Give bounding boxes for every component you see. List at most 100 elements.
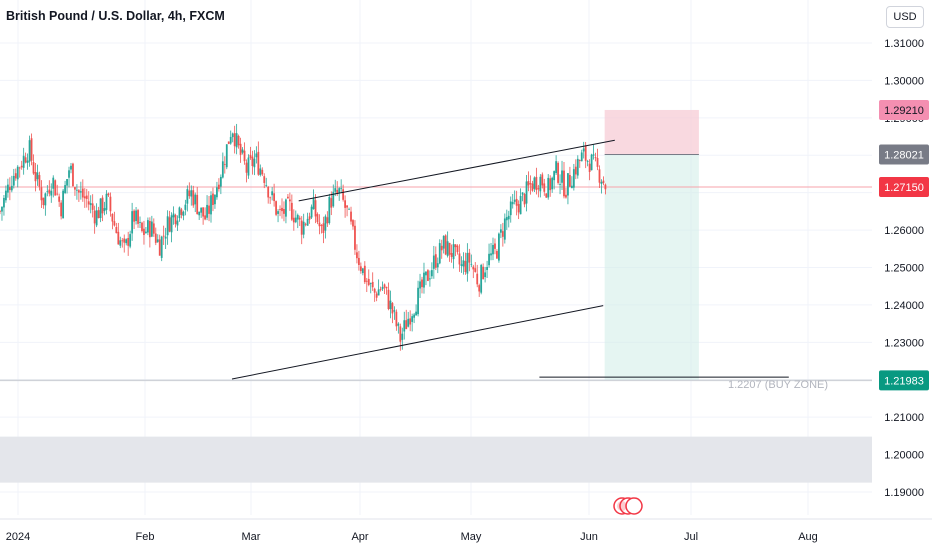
candle-body — [454, 244, 457, 248]
candle-body — [137, 210, 139, 224]
candle-body — [239, 143, 242, 155]
candle-body — [259, 168, 262, 175]
candle-body — [279, 209, 281, 210]
candle-body — [89, 203, 92, 206]
candle-body — [3, 197, 5, 208]
candle-body — [383, 284, 386, 288]
candle-body — [150, 221, 153, 237]
event-icon — [625, 497, 643, 515]
candles — [0, 123, 607, 351]
candle-body — [111, 213, 114, 222]
candle-body — [423, 272, 425, 288]
candle-body — [81, 188, 84, 198]
candle-body — [367, 278, 370, 286]
candle-body — [501, 231, 504, 237]
candle-body — [10, 185, 13, 191]
candle-body — [56, 193, 59, 195]
candle-body — [387, 289, 390, 310]
candle-body — [103, 208, 106, 212]
candle-body — [397, 323, 400, 326]
candle-body — [377, 289, 380, 296]
candle-body — [219, 176, 222, 187]
event-icon-inner — [617, 501, 627, 511]
candle-body — [263, 176, 266, 183]
candle-body — [277, 211, 279, 214]
take-profit-zone — [604, 154, 699, 381]
candle-body — [196, 194, 199, 215]
last-price-tag: 1.27150 — [884, 182, 924, 194]
candle-body — [245, 162, 248, 173]
candle-body — [537, 188, 540, 190]
candle-body — [545, 193, 548, 198]
candle-body — [66, 179, 68, 186]
candle-body — [46, 191, 49, 193]
candle-body — [204, 215, 206, 220]
candle-body — [182, 211, 185, 216]
candle-body — [533, 177, 536, 189]
candle-body — [76, 189, 78, 191]
candle-body — [283, 209, 285, 214]
candle-body — [275, 201, 277, 215]
x-tick-label: Jun — [580, 531, 598, 543]
candle-body — [563, 170, 565, 197]
candle-body — [16, 166, 19, 180]
candle-body — [486, 267, 488, 270]
candle-body — [107, 193, 110, 196]
candle-body — [52, 177, 55, 189]
candle-body — [221, 161, 224, 178]
candle-body — [322, 223, 325, 234]
event-icons — [613, 497, 643, 515]
candle-body — [549, 178, 552, 191]
candle-body — [352, 220, 354, 227]
candle-body — [365, 280, 368, 282]
candle-body — [87, 201, 90, 205]
candle-body — [154, 233, 157, 243]
shaded-zone — [0, 436, 872, 483]
candle-body — [93, 210, 96, 224]
candle-body — [391, 303, 394, 314]
candle-body — [503, 218, 506, 240]
candle-body — [578, 160, 581, 161]
candle-body — [363, 265, 366, 283]
candle-body — [304, 223, 307, 225]
candle-body — [436, 263, 439, 268]
candle-body — [580, 152, 583, 162]
candle-body — [604, 184, 607, 190]
currency-button[interactable]: USD — [886, 6, 924, 28]
candle-body — [517, 204, 520, 213]
candle-body — [0, 211, 1, 212]
candle-body — [38, 175, 41, 187]
candle-body — [143, 228, 145, 235]
candle-body — [458, 253, 461, 265]
candle-body — [480, 264, 483, 293]
candle-body — [174, 214, 177, 225]
candle-body — [350, 211, 352, 222]
candle-body — [529, 183, 532, 185]
candle-body — [492, 244, 494, 255]
candle-body — [576, 158, 579, 176]
candle-body — [507, 215, 510, 220]
candle-body — [570, 185, 573, 189]
candle-body — [214, 194, 216, 205]
candle-body — [58, 196, 61, 202]
candle-body — [1, 206, 3, 212]
candle-body — [399, 326, 402, 342]
candle-body — [229, 136, 232, 144]
candle-body — [565, 194, 567, 198]
candle-body — [188, 190, 191, 197]
candle-body — [369, 283, 372, 285]
candle-body — [446, 241, 449, 256]
candle-body — [425, 271, 427, 276]
candle-body — [294, 217, 297, 223]
candle-body — [340, 187, 343, 189]
candle-body — [586, 161, 589, 162]
x-tick-label: Mar — [242, 531, 261, 543]
candle-body — [123, 238, 126, 243]
candle-body — [292, 217, 295, 223]
candle-body — [34, 171, 37, 182]
candle-body — [444, 235, 447, 255]
candle-body — [336, 189, 339, 193]
candle-body — [574, 166, 577, 175]
candle-body — [588, 163, 591, 172]
